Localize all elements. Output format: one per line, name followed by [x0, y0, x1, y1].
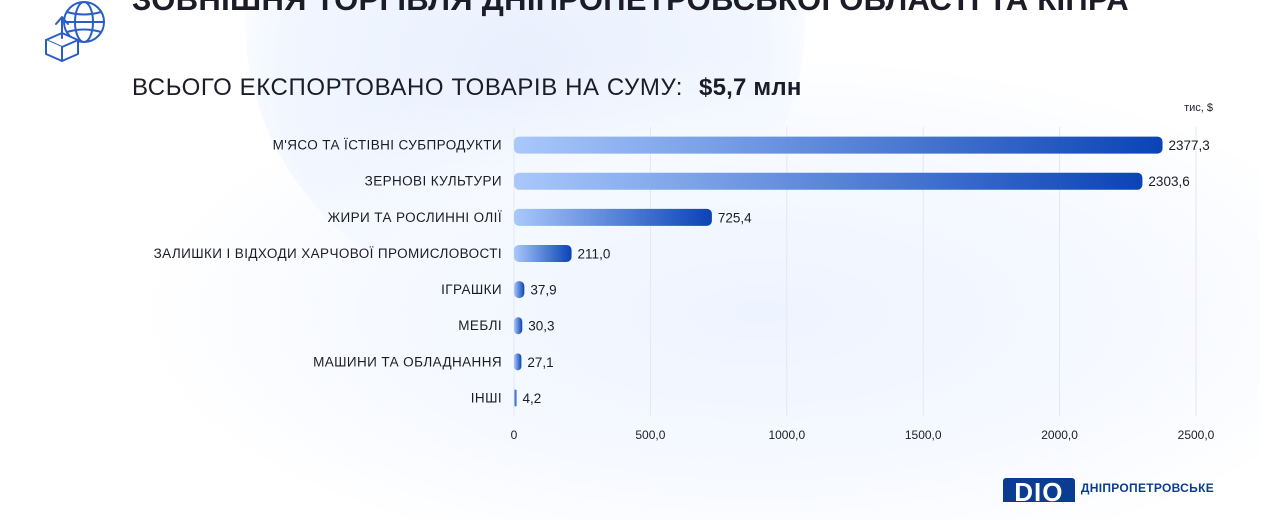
bar [514, 208, 712, 226]
category-label: МАШИНИ ТА ОБЛАДНАННЯ [313, 354, 502, 369]
subtitle-text: ВСЬОГО ЕКСПОРТОВАНО ТОВАРІВ НА СУМУ: [132, 74, 684, 101]
brand-logo: DIO ДНІПРОПЕТРОВСЬКЕ [1002, 478, 1214, 502]
category-label: ІГРАШКИ [441, 282, 502, 297]
category-label: М'ЯСО ТА ЇСТІВНІ СУБПРОДУКТИ [273, 138, 502, 153]
bar [514, 136, 1163, 154]
x-tick-label: 1000,0 [768, 428, 805, 442]
category-label: ІНШІ [471, 390, 502, 405]
x-tick-label: 0 [511, 428, 518, 442]
category-label: МЕБЛІ [458, 318, 502, 333]
data-label: 2377,3 [1169, 138, 1210, 153]
export-bar-chart: 0 500,0 1000,0 1500,0 2000,0 2500,0 М'ЯСО ТА Ї… [154, 127, 1215, 442]
page-title: ЗОВНІШНЯ ТОРГІВЛЯ ДНІПРОПЕТРОВСЬКОЇ ОБЛА… [132, 0, 1132, 20]
data-label: 211,0 [578, 246, 611, 261]
data-label: 27,1 [527, 355, 553, 370]
x-tick-label: 2000,0 [1041, 428, 1078, 442]
bar [514, 172, 1143, 190]
data-label: 30,3 [528, 319, 554, 334]
data-label: 725,4 [718, 210, 752, 225]
bar [514, 317, 523, 335]
x-tick-label: 2500,0 [1178, 428, 1215, 442]
total-value: $5,7 млн [699, 74, 802, 101]
brand-name: ДНІПРОПЕТРОВСЬКЕ [1080, 481, 1214, 495]
bar [514, 281, 525, 299]
unit-label: тис, $ [1184, 102, 1213, 114]
bar [514, 353, 522, 371]
subtitle: ВСЬОГО ЕКСПОРТОВАНО ТОВАРІВ НА СУМУ: $5,7… [132, 72, 802, 104]
category-label: ЖИРИ ТА РОСЛИННІ ОЛІЇ [328, 210, 502, 225]
category-label: ЗЕРНОВІ КУЛЬТУРИ [365, 174, 502, 189]
bar [514, 244, 572, 262]
category-label: ЗАЛИШКИ І ВІДХОДИ ХАРЧОВОЇ ПРОМИСЛОВОСТІ [154, 246, 502, 261]
data-label: 2303,6 [1148, 174, 1189, 189]
x-tick-label: 1500,0 [905, 428, 942, 442]
bar [514, 389, 517, 407]
x-tick-label: 500,0 [635, 428, 665, 442]
data-label: 4,2 [523, 391, 542, 406]
data-label: 37,9 [530, 283, 556, 298]
brand-mark: DIO [1002, 478, 1075, 502]
globe-export-box-icon [45, 1, 105, 62]
